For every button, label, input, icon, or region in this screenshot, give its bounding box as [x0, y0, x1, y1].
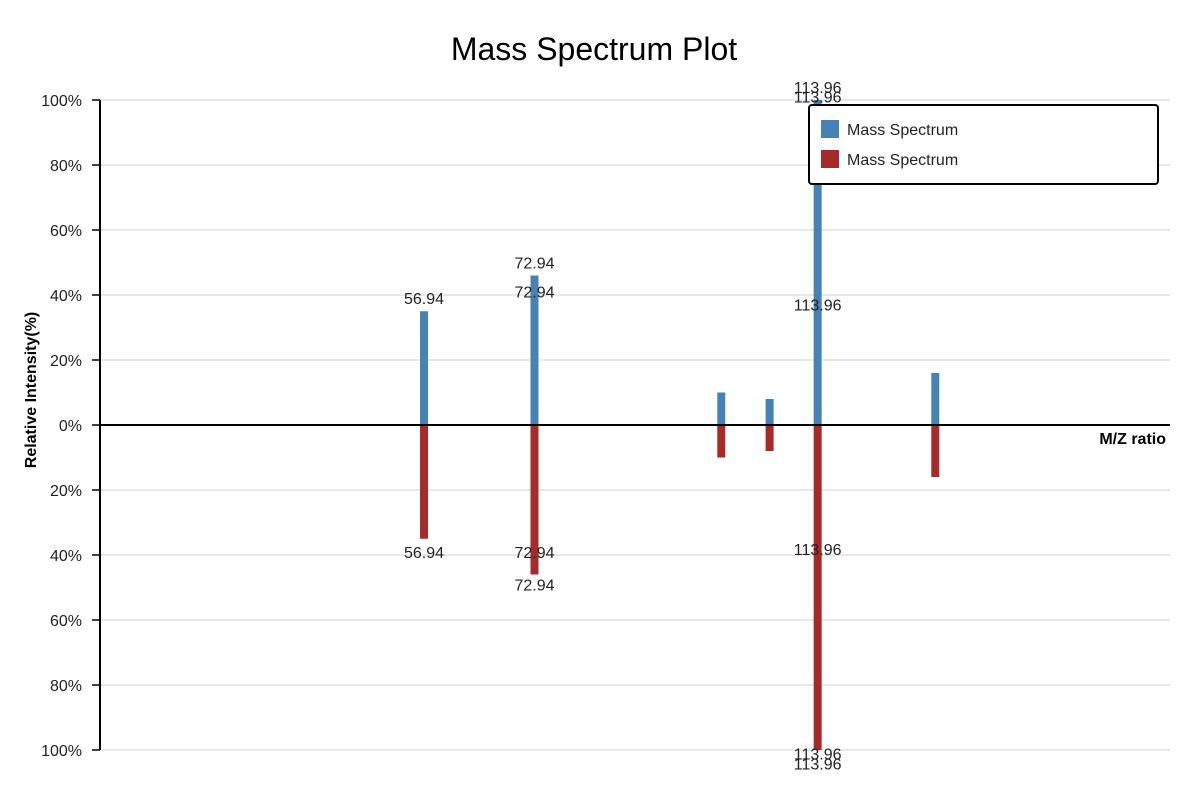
legend-label-up: Mass Spectrum	[847, 122, 958, 139]
y-tick-label: 20%	[50, 483, 82, 500]
peak-label: 56.94	[404, 291, 444, 308]
data-labels: 56.9456.9472.9472.9472.9472.94113.96113.…	[404, 80, 842, 774]
peak-label: 72.94	[514, 285, 554, 302]
y-tick-label: 0%	[59, 418, 82, 435]
bar-up	[530, 275, 539, 425]
axes	[99, 100, 1170, 750]
legend-swatch-down	[821, 150, 839, 168]
bar-up	[765, 399, 774, 425]
bar-up	[717, 392, 726, 425]
bar-down	[420, 425, 429, 539]
peak-label: 113.96	[794, 90, 842, 107]
bar-up	[931, 373, 940, 425]
y-tick-label: 80%	[50, 678, 82, 695]
peak-label: 113.96	[794, 80, 842, 97]
y-axis-title: Relative Intensity(%)	[23, 312, 40, 468]
legend-box	[808, 104, 1159, 185]
bar-down	[530, 425, 539, 575]
x-axis-title: M/Z ratio	[1099, 431, 1166, 448]
peak-label: 56.94	[404, 545, 444, 562]
legend-swatch-up	[821, 120, 839, 138]
bar-down	[717, 425, 726, 458]
peak-label: 72.94	[514, 578, 554, 595]
bar-down	[813, 425, 822, 750]
legend: Mass Spectrum Mass Spectrum	[808, 104, 1159, 185]
y-tick-label: 40%	[50, 548, 82, 565]
peak-label: 72.94	[514, 255, 554, 272]
bar-down	[931, 425, 940, 477]
y-tick-label: 60%	[50, 223, 82, 240]
bar-down	[765, 425, 774, 451]
y-tick-label: 80%	[50, 158, 82, 175]
peak-label: 113.96	[794, 747, 842, 764]
y-tick-label: 40%	[50, 288, 82, 305]
peak-label: 72.94	[514, 545, 554, 562]
grid-lines	[100, 99, 1170, 751]
peak-label: 113.96	[794, 542, 842, 559]
bar-up	[813, 100, 822, 425]
y-tick-label: 60%	[50, 613, 82, 630]
peak-label: 113.96	[794, 298, 842, 315]
y-ticks: 100% 80% 60% 40% 20% 0% 20% 40% 60% 80% 100%	[41, 93, 100, 760]
bar-up	[420, 311, 429, 425]
y-tick-label: 100%	[41, 93, 82, 110]
chart-title: Mass Spectrum Plot	[451, 31, 737, 67]
y-tick-label: 100%	[41, 743, 82, 760]
y-tick-label: 20%	[50, 353, 82, 370]
bars	[420, 100, 940, 750]
legend-label-down: Mass Spectrum	[847, 152, 958, 169]
peak-label: 113.96	[794, 756, 842, 773]
